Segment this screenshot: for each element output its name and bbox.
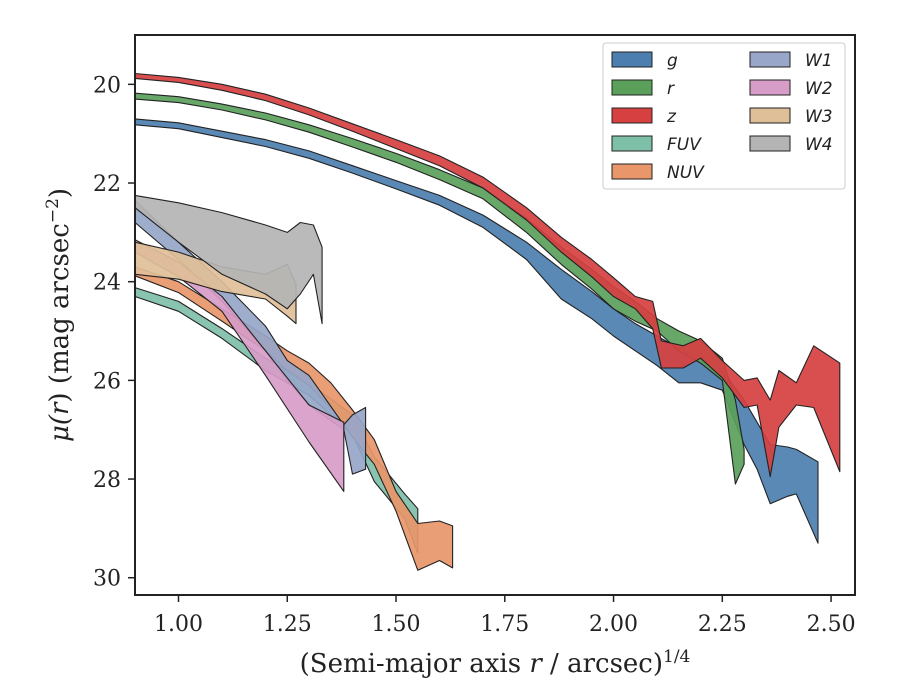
legend-swatch-w4 — [749, 135, 791, 152]
legend-label-fuv: FUV — [667, 135, 702, 155]
legend-label-nuv: NUV — [667, 163, 705, 183]
legend-swatch-fuv — [611, 135, 653, 152]
y-tick-label: 30 — [93, 567, 121, 592]
x-tick-label: 2.50 — [807, 612, 856, 637]
legend-label-g: g — [667, 51, 678, 71]
x-axis-label: (Semi-major axis r / arcsec)1/4 — [300, 647, 691, 679]
x-tick-label: 1.00 — [154, 612, 203, 637]
chart-legend: grz FUV NUV W1 W2 W3 W4 — [602, 42, 846, 190]
legend-swatch-nuv — [611, 163, 653, 180]
y-tick-label: 20 — [93, 73, 121, 98]
legend-label-w3: W3 — [805, 107, 833, 127]
legend-label-w1: W1 — [805, 51, 833, 71]
x-tick-label: 1.25 — [263, 612, 312, 637]
legend-swatch-w2 — [749, 79, 791, 96]
legend-label-w4: W4 — [805, 135, 833, 155]
series-band-w4 — [134, 194, 323, 325]
legend-swatch-w3 — [749, 107, 791, 124]
series-band-z — [134, 72, 841, 478]
y-tick-label: 22 — [93, 172, 121, 197]
chart-ticks: 1.00 1.25 1.50 1.75 2.00 2.25 2.50 20 22 24 26 28 30 — [93, 73, 856, 637]
legend-label-r: r — [667, 79, 675, 99]
legend-swatch-w1 — [749, 51, 791, 68]
y-tick-label: 24 — [93, 271, 121, 296]
x-tick-label: 1.50 — [372, 612, 421, 637]
y-axis-label: μ(r) (mag arcsec−2) — [43, 188, 75, 442]
legend-swatch-r — [611, 79, 653, 96]
chart-bands — [134, 72, 841, 571]
legend-swatch-z — [611, 107, 653, 124]
y-tick-label: 28 — [93, 468, 121, 493]
series-band-g — [134, 118, 819, 544]
legend-label-w2: W2 — [805, 79, 833, 99]
x-tick-label: 1.75 — [480, 612, 529, 637]
y-tick-label: 26 — [93, 369, 121, 394]
plot-frame — [134, 34, 856, 596]
x-tick-label: 2.25 — [698, 612, 747, 637]
legend-swatch-g — [611, 51, 653, 68]
series-band-r — [134, 92, 745, 485]
x-tick-label: 2.00 — [589, 612, 638, 637]
legend-label-z: z — [666, 107, 677, 127]
